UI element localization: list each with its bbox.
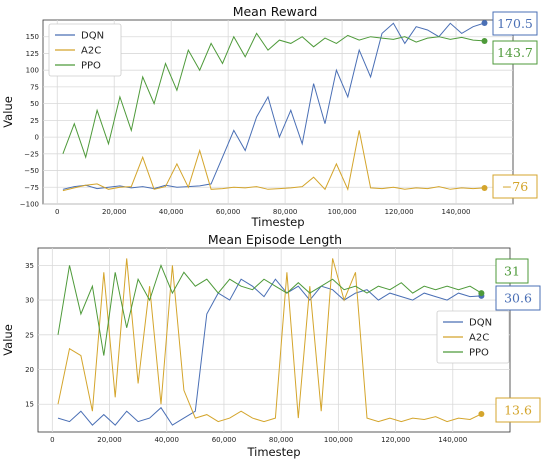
x-tick-label: 0 (50, 436, 54, 444)
end-label-box-a2c (492, 174, 538, 199)
y-tick-label: 35 (25, 262, 34, 270)
end-label-box-ppo (495, 258, 529, 284)
x-tick-label: 80,000 (273, 208, 298, 216)
y-tick-label: 30 (25, 297, 34, 305)
series-lines (57, 258, 485, 426)
x-tick-label: 140,000 (438, 436, 467, 444)
end-label-a2c: −76 (502, 179, 528, 194)
x-tick-label: 100,000 (328, 208, 357, 216)
series-line-dqn (57, 278, 482, 426)
y-tick-label: 50 (30, 100, 39, 108)
y-tick-label: −100 (20, 201, 39, 209)
y-tick-label: −25 (24, 150, 39, 158)
y-axis-label: Value (1, 324, 15, 356)
y-tick-label: 150 (26, 33, 39, 41)
legend-label-a2c: A2C (81, 46, 101, 57)
end-point-a2c (481, 184, 488, 191)
legend-box (48, 23, 122, 77)
legend-label-dqn: DQN (81, 31, 104, 42)
mean-reward-chart: Mean Reward 0 20,000 40,000 60,000 80,000 100… (1, 4, 538, 229)
y-tick-label: −75 (24, 184, 39, 192)
legend: DQN A2C PPO (436, 310, 510, 364)
series-line-a2c (57, 258, 482, 423)
x-tick-label: 20,000 (102, 208, 127, 216)
x-tick-label: 40,000 (159, 208, 184, 216)
x-tick-label: 100,000 (324, 436, 353, 444)
mean-episode-length-chart: Mean Episode Length 0 20,000 40,000 60,000 8… (1, 232, 541, 459)
y-tick-label: 100 (26, 67, 39, 75)
series-line-a2c (62, 130, 485, 192)
end-label-dqn: 30.6 (504, 291, 532, 306)
y-tick-label: 20 (25, 366, 34, 374)
y-tick-label: 25 (25, 331, 34, 339)
end-label-dqn: 170.5 (497, 16, 533, 31)
series-line-ppo (62, 32, 485, 159)
x-axis-label: Timestep (246, 445, 300, 459)
y-tick-label: 0 (35, 134, 39, 142)
series-line-dqn (62, 22, 485, 190)
y-tick-label: −50 (24, 167, 39, 175)
legend-label-ppo: PPO (81, 61, 101, 72)
end-labels: 31 30.6 13.6 (495, 258, 541, 423)
end-label-box-dqn (495, 285, 541, 311)
x-tick-label: 80,000 (269, 436, 294, 444)
chart-title: Mean Reward (233, 4, 318, 19)
y-tick-label: 75 (30, 83, 39, 91)
y-axis-label: Value (1, 96, 15, 128)
y-tick-label: 25 (30, 117, 39, 125)
end-point-dqn (481, 20, 488, 27)
end-label-box-dqn (492, 11, 538, 36)
x-tick-label: 60,000 (216, 208, 241, 216)
x-tick-label: 120,000 (385, 208, 414, 216)
end-point-ppo (478, 290, 485, 297)
x-tick-label: 20,000 (97, 436, 122, 444)
end-label-box-a2c (495, 397, 541, 423)
legend-box (436, 310, 510, 364)
end-point-a2c (478, 410, 485, 417)
end-labels: 170.5 143.7 −76 (492, 11, 538, 199)
chart-title: Mean Episode Length (208, 232, 342, 247)
legend-label-ppo: PPO (469, 348, 489, 359)
x-tick-label: 140,000 (442, 208, 471, 216)
x-tick-label: 0 (55, 208, 59, 216)
series-line-ppo (57, 263, 482, 356)
end-label-ppo: 143.7 (497, 45, 533, 60)
legend-label-dqn: DQN (469, 318, 492, 329)
legend-label-a2c: A2C (469, 333, 489, 344)
tick-labels: 0 20,000 40,000 60,000 80,000 100,000 120,000 1… (20, 33, 471, 216)
x-tick-label: 60,000 (212, 436, 237, 444)
end-label-box-ppo (492, 40, 538, 65)
x-axis-label: Timestep (250, 215, 304, 229)
y-tick-label: 15 (25, 401, 34, 409)
x-tick-label: 40,000 (154, 436, 179, 444)
x-tick-label: 120,000 (381, 436, 410, 444)
tick-labels: 0 20,000 40,000 60,000 80,000 100,000 120,000 1… (25, 262, 467, 444)
series-lines (62, 20, 488, 192)
end-label-ppo: 31 (504, 264, 520, 279)
legend: DQN A2C PPO (48, 23, 122, 77)
y-tick-label: 125 (26, 50, 39, 58)
end-point-ppo (481, 37, 488, 44)
end-label-a2c: 13.6 (504, 403, 532, 418)
